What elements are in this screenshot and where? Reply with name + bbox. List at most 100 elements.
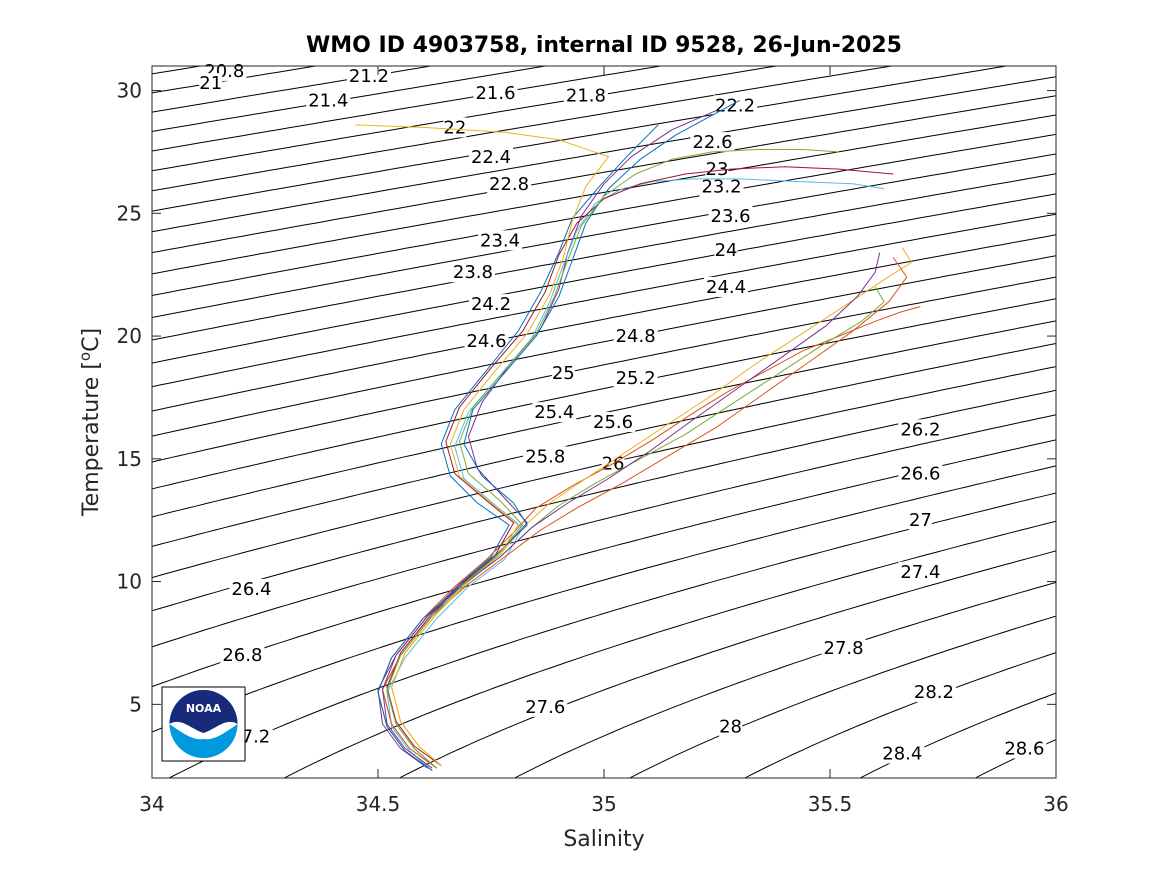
y-axis-label: Temperature [oC] <box>76 328 104 517</box>
contour-label: 22.6 <box>692 132 732 153</box>
isopycnal-line <box>152 213 1056 388</box>
y-tick-label: 30 <box>117 79 142 103</box>
contour-label-bg <box>591 412 636 432</box>
contour-label: 28.4 <box>882 743 922 764</box>
profile-line <box>386 149 840 769</box>
isopycnal-line <box>152 76 1056 233</box>
contour-label: 27.4 <box>900 562 940 583</box>
contour-label: 28.2 <box>914 682 954 703</box>
contour-label-bg <box>464 330 509 351</box>
isopycnal-line <box>628 615 1056 778</box>
isopycnal-line <box>398 550 1056 778</box>
contour-label-bg <box>898 419 943 440</box>
profile-line <box>377 109 718 769</box>
contour-label: 25 <box>552 363 575 384</box>
contour-label: 23.4 <box>480 230 520 251</box>
contour-label: 21.4 <box>308 90 348 111</box>
contour-label: 25.6 <box>593 412 633 433</box>
contour-label-bg <box>1002 738 1047 759</box>
contour-label-bg <box>199 73 223 94</box>
isopycnal-line <box>152 66 550 132</box>
isopycnal-line <box>152 66 1010 212</box>
contour-label: 23.6 <box>711 206 751 227</box>
contour-label-bg <box>306 90 351 111</box>
contour-label-bg <box>523 446 568 467</box>
y-tick-label: 10 <box>117 570 142 594</box>
isopycnal-line <box>168 492 1056 778</box>
contour-label-bg <box>699 176 744 197</box>
contour-label: 24 <box>715 240 738 261</box>
contour-label: 22.8 <box>489 174 529 195</box>
contour-label: 23.2 <box>701 176 741 197</box>
y-tick-label: 25 <box>117 201 142 225</box>
y-axis-label-degree: o <box>76 352 94 361</box>
y-tick-label: 5 <box>129 692 142 716</box>
x-axis-ticks: 34 34.5 35 35.5 36 <box>139 66 1069 816</box>
contour-label: 21 <box>199 73 222 94</box>
isopycnal-line <box>743 652 1056 778</box>
isopycnal-line <box>152 298 1056 490</box>
contour-label-bg <box>478 230 523 251</box>
isopycnal-line <box>152 234 1056 412</box>
contour-label: 26.4 <box>231 579 271 600</box>
contour-label-bg <box>523 696 568 717</box>
x-tick-label: 34.5 <box>356 792 401 816</box>
isopycnal-line <box>152 66 434 113</box>
contour-label-bg <box>473 83 518 104</box>
isopycnal-line <box>152 153 1056 318</box>
y-axis-label-main: Temperature [ <box>79 361 104 517</box>
contour-label: 27 <box>909 510 932 531</box>
contour-label: 21.2 <box>349 66 389 87</box>
contour-label: 27.8 <box>824 638 864 659</box>
contour-label: 26.6 <box>900 464 940 485</box>
contour-label-bg <box>719 716 743 737</box>
chart-title: WMO ID 4903758, internal ID 9528, 26-Jun… <box>306 33 902 58</box>
contour-label: 26.2 <box>900 419 940 440</box>
contour-label-bg <box>469 294 513 315</box>
y-tick-label: 15 <box>117 447 142 471</box>
isopycnal-line <box>152 255 1056 437</box>
contour-label-bg <box>450 262 495 283</box>
contour-label-bg <box>443 117 467 138</box>
contour-label: 27.6 <box>525 697 565 718</box>
x-tick-label: 35.5 <box>808 792 853 816</box>
logo-upper-half <box>169 690 238 733</box>
contour-label: 26.8 <box>222 645 262 666</box>
profile-line <box>377 99 740 772</box>
contour-label-bg <box>705 159 729 180</box>
noaa-logo: NOAA <box>161 686 246 762</box>
contour-label: 24.4 <box>706 277 746 298</box>
contour-label-bg <box>346 65 391 86</box>
contour-label-bg <box>563 85 608 106</box>
contour-label-bg <box>239 726 273 747</box>
contour-label-bg <box>220 645 265 666</box>
isopycnal-line <box>152 66 895 192</box>
contour-label-bg <box>708 205 753 226</box>
isopycnal-line <box>152 173 1056 341</box>
contour-label: 25.8 <box>525 446 565 467</box>
isopycnal-line <box>152 114 1056 275</box>
contour-label: 28 <box>719 716 742 737</box>
contour-label: 21.8 <box>566 85 606 106</box>
profile-lines <box>355 99 921 772</box>
contour-label: 28.6 <box>1004 739 1044 760</box>
contour-label: 23 <box>706 159 729 180</box>
contour-label-bg <box>898 561 943 582</box>
logo-text: NOAA <box>186 702 222 715</box>
y-axis-label-unit: C] <box>79 328 104 352</box>
contour-label-bg <box>690 132 735 153</box>
isopycnal-line <box>152 343 1056 547</box>
contour-label: 22.2 <box>715 95 755 116</box>
contour-label-bg <box>911 682 956 703</box>
contour-label: 24.8 <box>616 326 656 347</box>
profile-line <box>382 252 881 769</box>
contour-label: 23.8 <box>453 262 493 283</box>
isopycnal-line <box>152 66 665 152</box>
x-axis-label: Salinity <box>563 827 644 852</box>
isopycnal-line <box>152 414 1056 648</box>
contour-label-bg <box>487 173 532 194</box>
contour-label: 25.2 <box>616 368 656 389</box>
isopycnal-line <box>152 465 1056 733</box>
contour-label-bg <box>613 326 658 347</box>
